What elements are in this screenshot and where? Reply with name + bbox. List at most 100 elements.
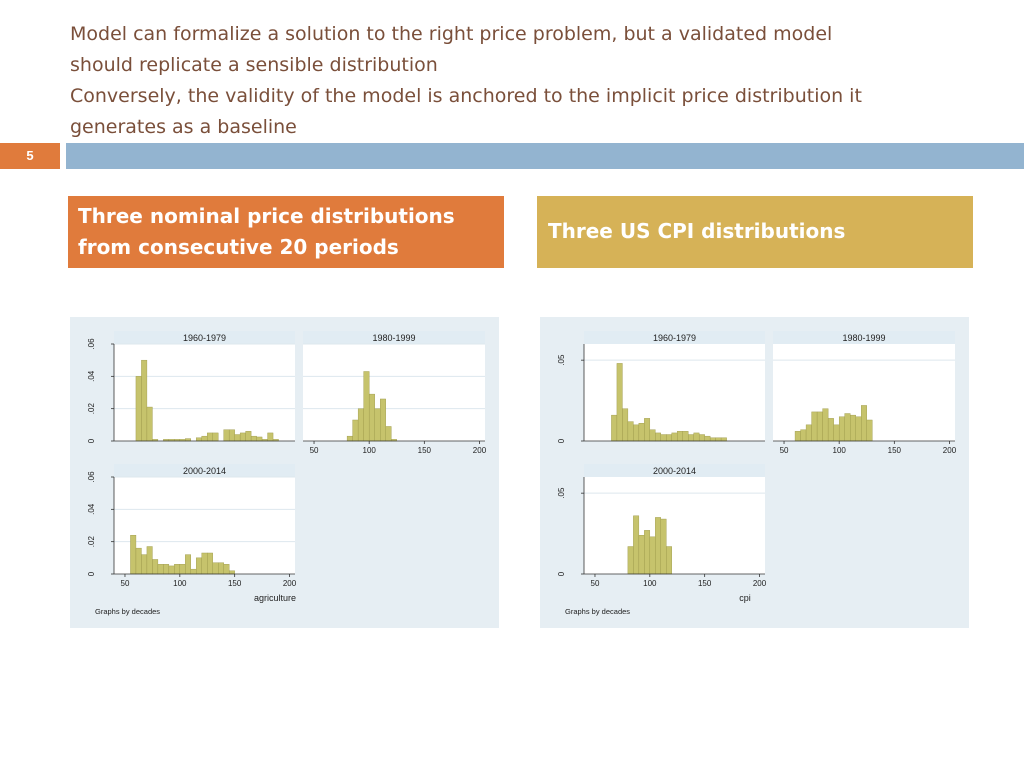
cpi-bar [638, 534, 645, 575]
agri-bar [357, 408, 364, 442]
agri-bar [267, 432, 274, 442]
title-line-4: generates as a baseline [70, 116, 297, 138]
agri-bar [346, 435, 353, 442]
agri-bar [141, 554, 148, 575]
cpi-x-axis-title: cpi [739, 593, 751, 603]
agri-y-tick-label: 0 [87, 438, 96, 443]
cpi-bar [660, 434, 667, 442]
agri-x-tick-label: 100 [363, 446, 377, 455]
cpi-plot-area [584, 344, 765, 441]
agri-bar [363, 371, 370, 442]
agri-bar [201, 435, 208, 442]
cpi-bar [720, 437, 727, 442]
agri-bar [196, 557, 202, 575]
cpi-bar [688, 434, 694, 442]
agri-x-tick-label: 50 [310, 446, 319, 455]
cpi-bar [850, 414, 856, 442]
agri-bar [212, 432, 219, 442]
agri-x-tick-label: 100 [173, 579, 187, 588]
cpi-bar [627, 421, 634, 442]
agri-panel-title: 1960-1979 [183, 333, 226, 343]
agri-bar [256, 436, 263, 442]
agri-x-tick-label: 150 [418, 446, 432, 455]
agri-bar [135, 376, 142, 442]
cpi-bar [649, 429, 656, 442]
agri-y-tick-label: 0 [87, 571, 96, 576]
cpi-heading-text: Three US CPI distributions [548, 219, 846, 243]
agri-bar [196, 437, 202, 442]
cpi-bar [627, 546, 634, 575]
header-divider-bar [66, 143, 1024, 169]
agri-bar [207, 432, 213, 442]
cpi-plot-area [584, 477, 765, 574]
title-line-3: Conversely, the validity of the model is… [70, 85, 862, 107]
cpi-bar [704, 435, 711, 442]
agri-x-tick-label: 150 [228, 579, 242, 588]
cpi-panel-title: 1980-1999 [842, 333, 885, 343]
cpi-x-tick-label: 50 [780, 446, 789, 455]
cpi-bar [638, 423, 645, 442]
cpi-bar [800, 429, 807, 442]
agri-graphs-by-note: Graphs by decades [95, 607, 160, 616]
cpi-bar [644, 418, 651, 442]
agri-x-axis-title: agriculture [254, 593, 296, 603]
cpi-panel-0: 1960-1979 0 .05 [557, 331, 765, 443]
agri-panel-2: 2000-2014 0 .02 .04 .06 50 100 150 200 agricultur… [87, 464, 297, 603]
title-line-2: should replicate a sensible distribution [70, 54, 438, 76]
agri-bar [168, 565, 175, 575]
agri-bar [223, 564, 230, 575]
cpi-y-tick-label: .05 [557, 487, 566, 499]
cpi-bar [816, 411, 823, 442]
cpi-bar [811, 411, 818, 442]
agri-bar [218, 562, 224, 575]
cpi-bar [827, 418, 834, 442]
cpi-bar [644, 530, 651, 575]
agri-y-tick-label: .06 [87, 471, 96, 483]
agri-bar [385, 426, 392, 442]
agri-bar [374, 408, 381, 442]
cpi-bar [838, 416, 845, 442]
cpi-bar [794, 431, 801, 442]
cpi-bar [805, 424, 812, 442]
cpi-bar [693, 432, 700, 442]
agri-y-tick-label: .02 [87, 403, 96, 415]
agri-x-tick-label: 200 [473, 446, 487, 455]
agri-bar [152, 559, 159, 575]
cpi-bar [660, 518, 667, 575]
agri-bar [130, 534, 137, 575]
cpi-bar [833, 424, 840, 442]
agri-plot-area [303, 344, 485, 441]
nominal-heading-line-1: Three nominal price distributions [78, 204, 455, 228]
cpi-x-tick-label: 200 [943, 446, 957, 455]
cpi-x-tick-label: 100 [833, 446, 847, 455]
agri-x-tick-label: 200 [283, 579, 297, 588]
cpi-bar [715, 437, 722, 442]
cpi-x-tick-label: 50 [591, 579, 600, 588]
cpi-bar [655, 517, 661, 575]
agri-bar [207, 552, 213, 575]
cpi-bar [633, 515, 640, 575]
agri-bar [228, 429, 235, 442]
cpi-bar [677, 431, 683, 442]
cpi-chart-panel: 1960-1979 0.05 1980-1999 50 100 150 200 2000-20… [540, 317, 969, 628]
agri-bar [146, 406, 153, 442]
cpi-x-tick-label: 200 [753, 579, 767, 588]
agri-bar [185, 554, 191, 575]
cpi-panel-1: 1980-1999 50 100 150 200 [773, 331, 957, 455]
cpi-panel-title: 1960-1979 [653, 333, 696, 343]
agri-panel-header [114, 464, 295, 477]
agri-bar [245, 431, 252, 442]
agri-bar [223, 429, 230, 442]
agri-y-tick-label: .04 [87, 503, 96, 515]
agri-bar [179, 564, 186, 575]
agri-bar [212, 562, 219, 575]
cpi-bar [649, 536, 656, 575]
agri-bar [239, 432, 246, 442]
title-line-1: Model can formalize a solution to the ri… [70, 23, 833, 45]
agri-bar [201, 552, 208, 575]
agri-bar [163, 564, 170, 575]
cpi-y-tick-label: 0 [557, 438, 566, 443]
slide-number: 5 [0, 143, 60, 169]
